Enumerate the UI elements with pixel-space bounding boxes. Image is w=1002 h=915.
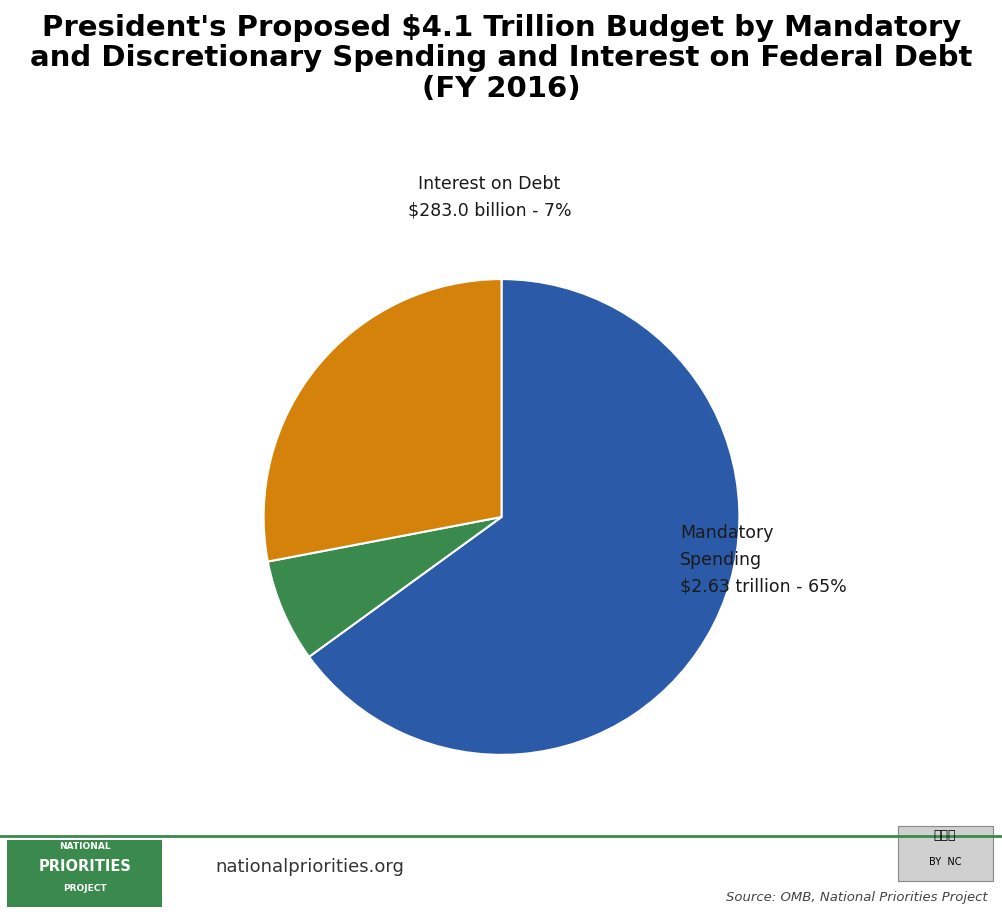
Text: nationalpriorities.org: nationalpriorities.org — [215, 858, 404, 876]
Text: Mandatory
Spending
$2.63 trillion - 65%: Mandatory Spending $2.63 trillion - 65% — [679, 524, 846, 595]
Wedge shape — [264, 279, 501, 562]
Text: BY  NC: BY NC — [928, 857, 960, 867]
Text: PRIORITIES: PRIORITIES — [39, 859, 131, 874]
FancyBboxPatch shape — [897, 825, 992, 881]
Text: ⒸⓘⓈ: ⒸⓘⓈ — [933, 829, 955, 842]
Wedge shape — [309, 279, 738, 755]
Text: President's Proposed $4.1 Trillion Budget by Mandatory: President's Proposed $4.1 Trillion Budge… — [42, 14, 960, 42]
Text: Source: OMB, National Priorities Project: Source: OMB, National Priorities Project — [725, 891, 987, 904]
Wedge shape — [268, 517, 501, 657]
Text: Interest on Debt
$283.0 billion - 7%: Interest on Debt $283.0 billion - 7% — [408, 175, 571, 220]
Text: and Discretionary Spending and Interest on Federal Debt: and Discretionary Spending and Interest … — [30, 44, 972, 72]
Text: (FY 2016): (FY 2016) — [422, 75, 580, 103]
FancyBboxPatch shape — [7, 840, 162, 908]
Text: NATIONAL: NATIONAL — [59, 842, 111, 851]
Text: PROJECT: PROJECT — [63, 884, 107, 893]
